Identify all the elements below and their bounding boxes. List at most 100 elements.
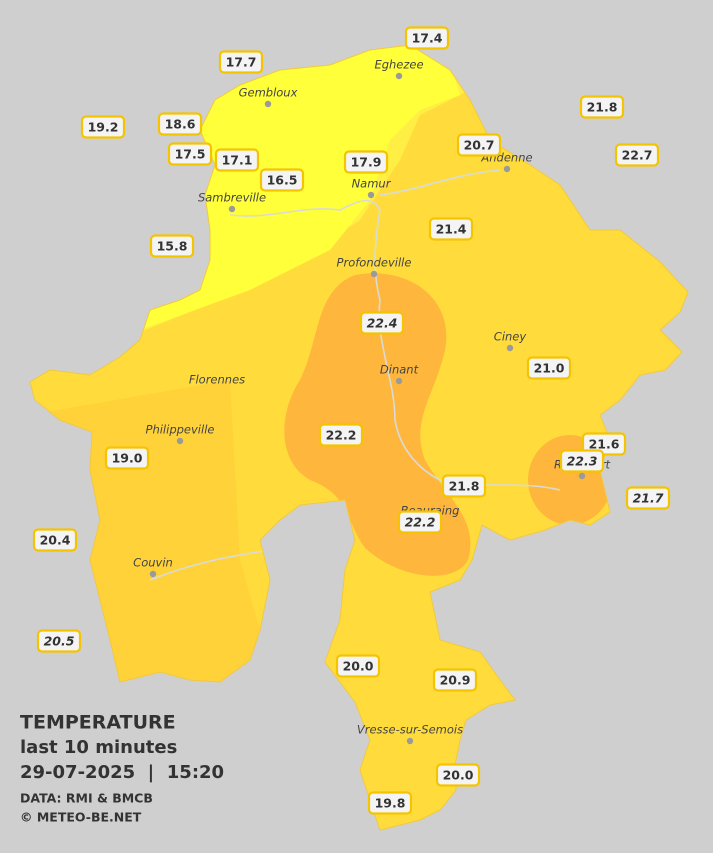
station: 21.8	[579, 95, 625, 119]
station-box	[104, 446, 150, 470]
station-box	[218, 50, 264, 74]
town-dot	[506, 344, 514, 352]
station-value: 22.4	[367, 316, 398, 331]
station-value: 19.2	[88, 120, 119, 135]
station-box	[149, 234, 195, 258]
town-name: Ciney	[494, 330, 527, 344]
station: 17.1	[214, 148, 260, 172]
station-value: 19.0	[112, 451, 143, 466]
station: 21.6	[581, 432, 627, 456]
station-box	[157, 112, 203, 136]
town-name: Gembloux	[239, 86, 298, 100]
town-dot	[228, 205, 236, 213]
station: 17.9	[343, 150, 389, 174]
station: 16.5	[259, 168, 305, 192]
station-box	[367, 791, 413, 815]
station-box	[404, 26, 450, 50]
station-box	[259, 168, 305, 192]
town-dot	[370, 270, 378, 278]
station: 19.8	[367, 791, 413, 815]
station-box	[614, 143, 660, 167]
station-value: 20.0	[443, 768, 474, 783]
station: 20.0	[335, 654, 381, 678]
station-box	[456, 133, 502, 157]
towns: EghezeeGemblouxAndenneNamurSambrevillePr…	[133, 58, 611, 745]
station-value: 21.8	[587, 100, 618, 115]
station-value: 21.6	[589, 437, 620, 452]
town-dot	[395, 72, 403, 80]
map-source: DATA: RMI & BMCB	[20, 791, 153, 806]
station-value: 21.4	[436, 222, 467, 237]
station-box	[625, 486, 671, 510]
station: 19.0	[104, 446, 150, 470]
station: 22.7	[614, 143, 660, 167]
station-box	[441, 474, 487, 498]
town-dot	[149, 570, 157, 578]
station: 18.6	[157, 112, 203, 136]
town-name: Dinant	[380, 363, 419, 377]
station: 20.7	[456, 133, 502, 157]
station: 22.2	[318, 423, 364, 447]
stations: 17.4 17.7 21.8 19.2 18.6 20.7 22.7 17.5 17.1 17.9…	[32, 26, 671, 815]
town-name: Sambreville	[198, 191, 266, 205]
station-box	[335, 654, 381, 678]
station: 20.9	[432, 668, 478, 692]
map-subtitle: last 10 minutes	[20, 737, 177, 758]
station: 21.7	[625, 486, 671, 510]
station-value: 22.2	[326, 428, 357, 443]
station-value: 17.9	[351, 155, 382, 170]
station-box	[214, 148, 260, 172]
station: 21.4	[428, 217, 474, 241]
station: 20.0	[435, 763, 481, 787]
station: 17.4	[404, 26, 450, 50]
station-value: 21.8	[449, 479, 480, 494]
station-value: 15.8	[157, 239, 188, 254]
station-value: 21.0	[534, 361, 565, 376]
station-value: 21.7	[633, 491, 664, 506]
station: 22.4	[359, 311, 405, 335]
station-box	[359, 311, 405, 335]
station-box	[428, 217, 474, 241]
town-dot	[395, 377, 403, 385]
station-value: 18.6	[165, 117, 196, 132]
station-box	[559, 449, 605, 473]
town-name: Vresse-sur-Semois	[357, 723, 463, 737]
town-dot	[264, 100, 272, 108]
station-value: 17.1	[222, 153, 253, 168]
station-value: 17.4	[412, 31, 443, 46]
station-value: 16.5	[267, 173, 298, 188]
station-box	[32, 528, 78, 552]
station: 22.2	[397, 510, 443, 534]
town-dot	[176, 437, 184, 445]
station: 20.4	[32, 528, 78, 552]
map-title: TEMPERATURE	[20, 712, 176, 734]
station-box	[80, 115, 126, 139]
station-box	[36, 629, 82, 653]
station-box	[167, 142, 213, 166]
town-name: Couvin	[133, 556, 173, 570]
station-box	[435, 763, 481, 787]
station: 20.5	[36, 629, 82, 653]
station-value: 19.8	[375, 796, 406, 811]
town-name: Namur	[352, 177, 392, 191]
station: 22.3	[559, 449, 605, 473]
station-value: 22.7	[622, 148, 653, 163]
town-name: Philippeville	[146, 423, 215, 437]
station-value: 22.2	[405, 515, 436, 530]
station-box	[318, 423, 364, 447]
town-dot	[578, 472, 586, 480]
station-box	[526, 356, 572, 380]
station-box	[343, 150, 389, 174]
station: 19.2	[80, 115, 126, 139]
town-dot	[503, 165, 511, 173]
station: 21.8	[441, 474, 487, 498]
station-value: 20.7	[464, 138, 495, 153]
station-value: 17.7	[226, 55, 257, 70]
map-datetime: 29-07-2025 | 15:20	[20, 762, 224, 783]
station-box	[432, 668, 478, 692]
station-value: 20.4	[40, 533, 71, 548]
station-box	[579, 95, 625, 119]
map-credit: © METEO-BE.NET	[20, 810, 142, 825]
station-value: 20.0	[343, 659, 374, 674]
